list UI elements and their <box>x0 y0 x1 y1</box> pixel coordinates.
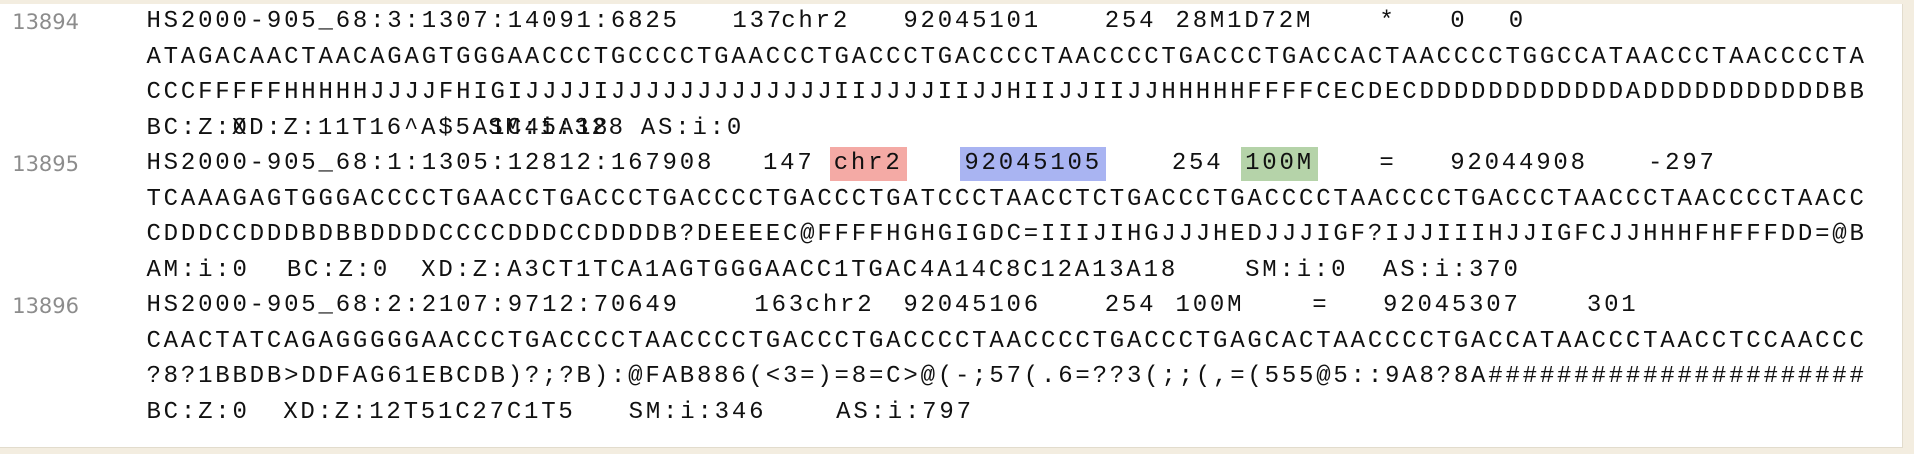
sam-tag: XD:Z:11T16^A$5A1C45A18 <box>231 114 611 142</box>
sequence: TCAAAGAGTGGGACCCCTGAACCTGACCCTGACCCCTGAC… <box>146 185 1867 213</box>
sam-field: 254 <box>1171 150 1224 177</box>
sam-tag: SM:i:0 <box>1245 256 1349 284</box>
sam-field: 92044908 <box>1450 150 1588 177</box>
sam-field: 147 <box>762 150 815 177</box>
sam-tag: BC:Z:0 <box>286 256 391 284</box>
sam-tag: AM:i:0 <box>146 256 250 284</box>
sam-field: 92045101 <box>903 8 1041 35</box>
sequence: ATAGACAACTAACAGAGTGGGAACCCTGCCCCTGAACCCT… <box>146 43 1867 71</box>
sam-field: 301 <box>1586 292 1639 319</box>
sam-field: 100M <box>1241 147 1318 181</box>
sam-field: HS2000-905_68:1:1305:12812:167908 <box>146 150 715 177</box>
sam-field: 163 <box>754 292 806 319</box>
sam-field: chr2 <box>805 292 875 319</box>
sam-field: -297 <box>1647 150 1717 177</box>
sam-field: 92045307 <box>1383 292 1521 319</box>
line-number: 13895 <box>12 152 80 176</box>
sam-field: chr2 <box>781 8 851 35</box>
sam-field: 100M <box>1175 292 1245 319</box>
sam-field: 92045105 <box>960 147 1106 181</box>
sam-field: = <box>1312 292 1330 319</box>
sam-tag: XD:Z:A3CT1TCA1AGTGGGAACC1TGAC4A14C8C12A1… <box>421 256 1179 284</box>
quality: CCCFFFFFHHHHHJJJJFHIGIJJJJIJJJJJJJJJJJJJ… <box>146 79 1867 106</box>
sam-field: = <box>1379 150 1397 177</box>
sam-tag: XD:Z:12T51C27C1T5 <box>283 398 576 426</box>
sam-field: 137 <box>732 8 785 35</box>
sam-field: 254 <box>1104 292 1157 319</box>
sam-tag: AS:i:0 <box>640 114 745 142</box>
sam-field: 254 <box>1104 8 1157 35</box>
editor-panel: 13894 HS2000-905_68:3:1307:14091:6825 137 c… <box>0 4 1903 448</box>
line-number: 13894 <box>12 10 80 34</box>
sam-field: HS2000-905_68:3:1307:14091:6825 <box>146 8 680 35</box>
sam-tag: BC:Z:0 <box>146 398 250 426</box>
sam-tag: AS:i:797 <box>836 398 974 426</box>
sam-field: 28M1D72M <box>1175 8 1314 35</box>
sam-field: 0 <box>1450 8 1468 35</box>
line-number: 13896 <box>12 294 80 318</box>
sam-tag: AS:i:370 <box>1383 256 1521 284</box>
sam-field: 0 <box>1508 8 1526 35</box>
sam-field: HS2000-905_68:2:2107:9712:70649 <box>146 292 680 319</box>
sequence: CAACTATCAGAGGGGGAACCCTGACCCCTAACCCCTGACC… <box>146 327 1867 355</box>
sam-tag: SM:i:346 <box>628 398 767 426</box>
sam-field: chr2 <box>829 147 907 181</box>
sam-field: 92045106 <box>903 292 1041 319</box>
sam-tag: BC:Z:0 <box>146 114 250 142</box>
sam-tag: SM:i:328 <box>488 114 626 142</box>
quality: ?8?1BBDB>DDFAG61EBCDB)?;?B):@FAB886(<3=)… <box>146 363 1867 390</box>
sam-field: * <box>1379 8 1397 35</box>
quality: CDDDCCDDDBDBBDDDDCCCCDDDCCDDDDB?DEEEEC@F… <box>146 221 1867 248</box>
